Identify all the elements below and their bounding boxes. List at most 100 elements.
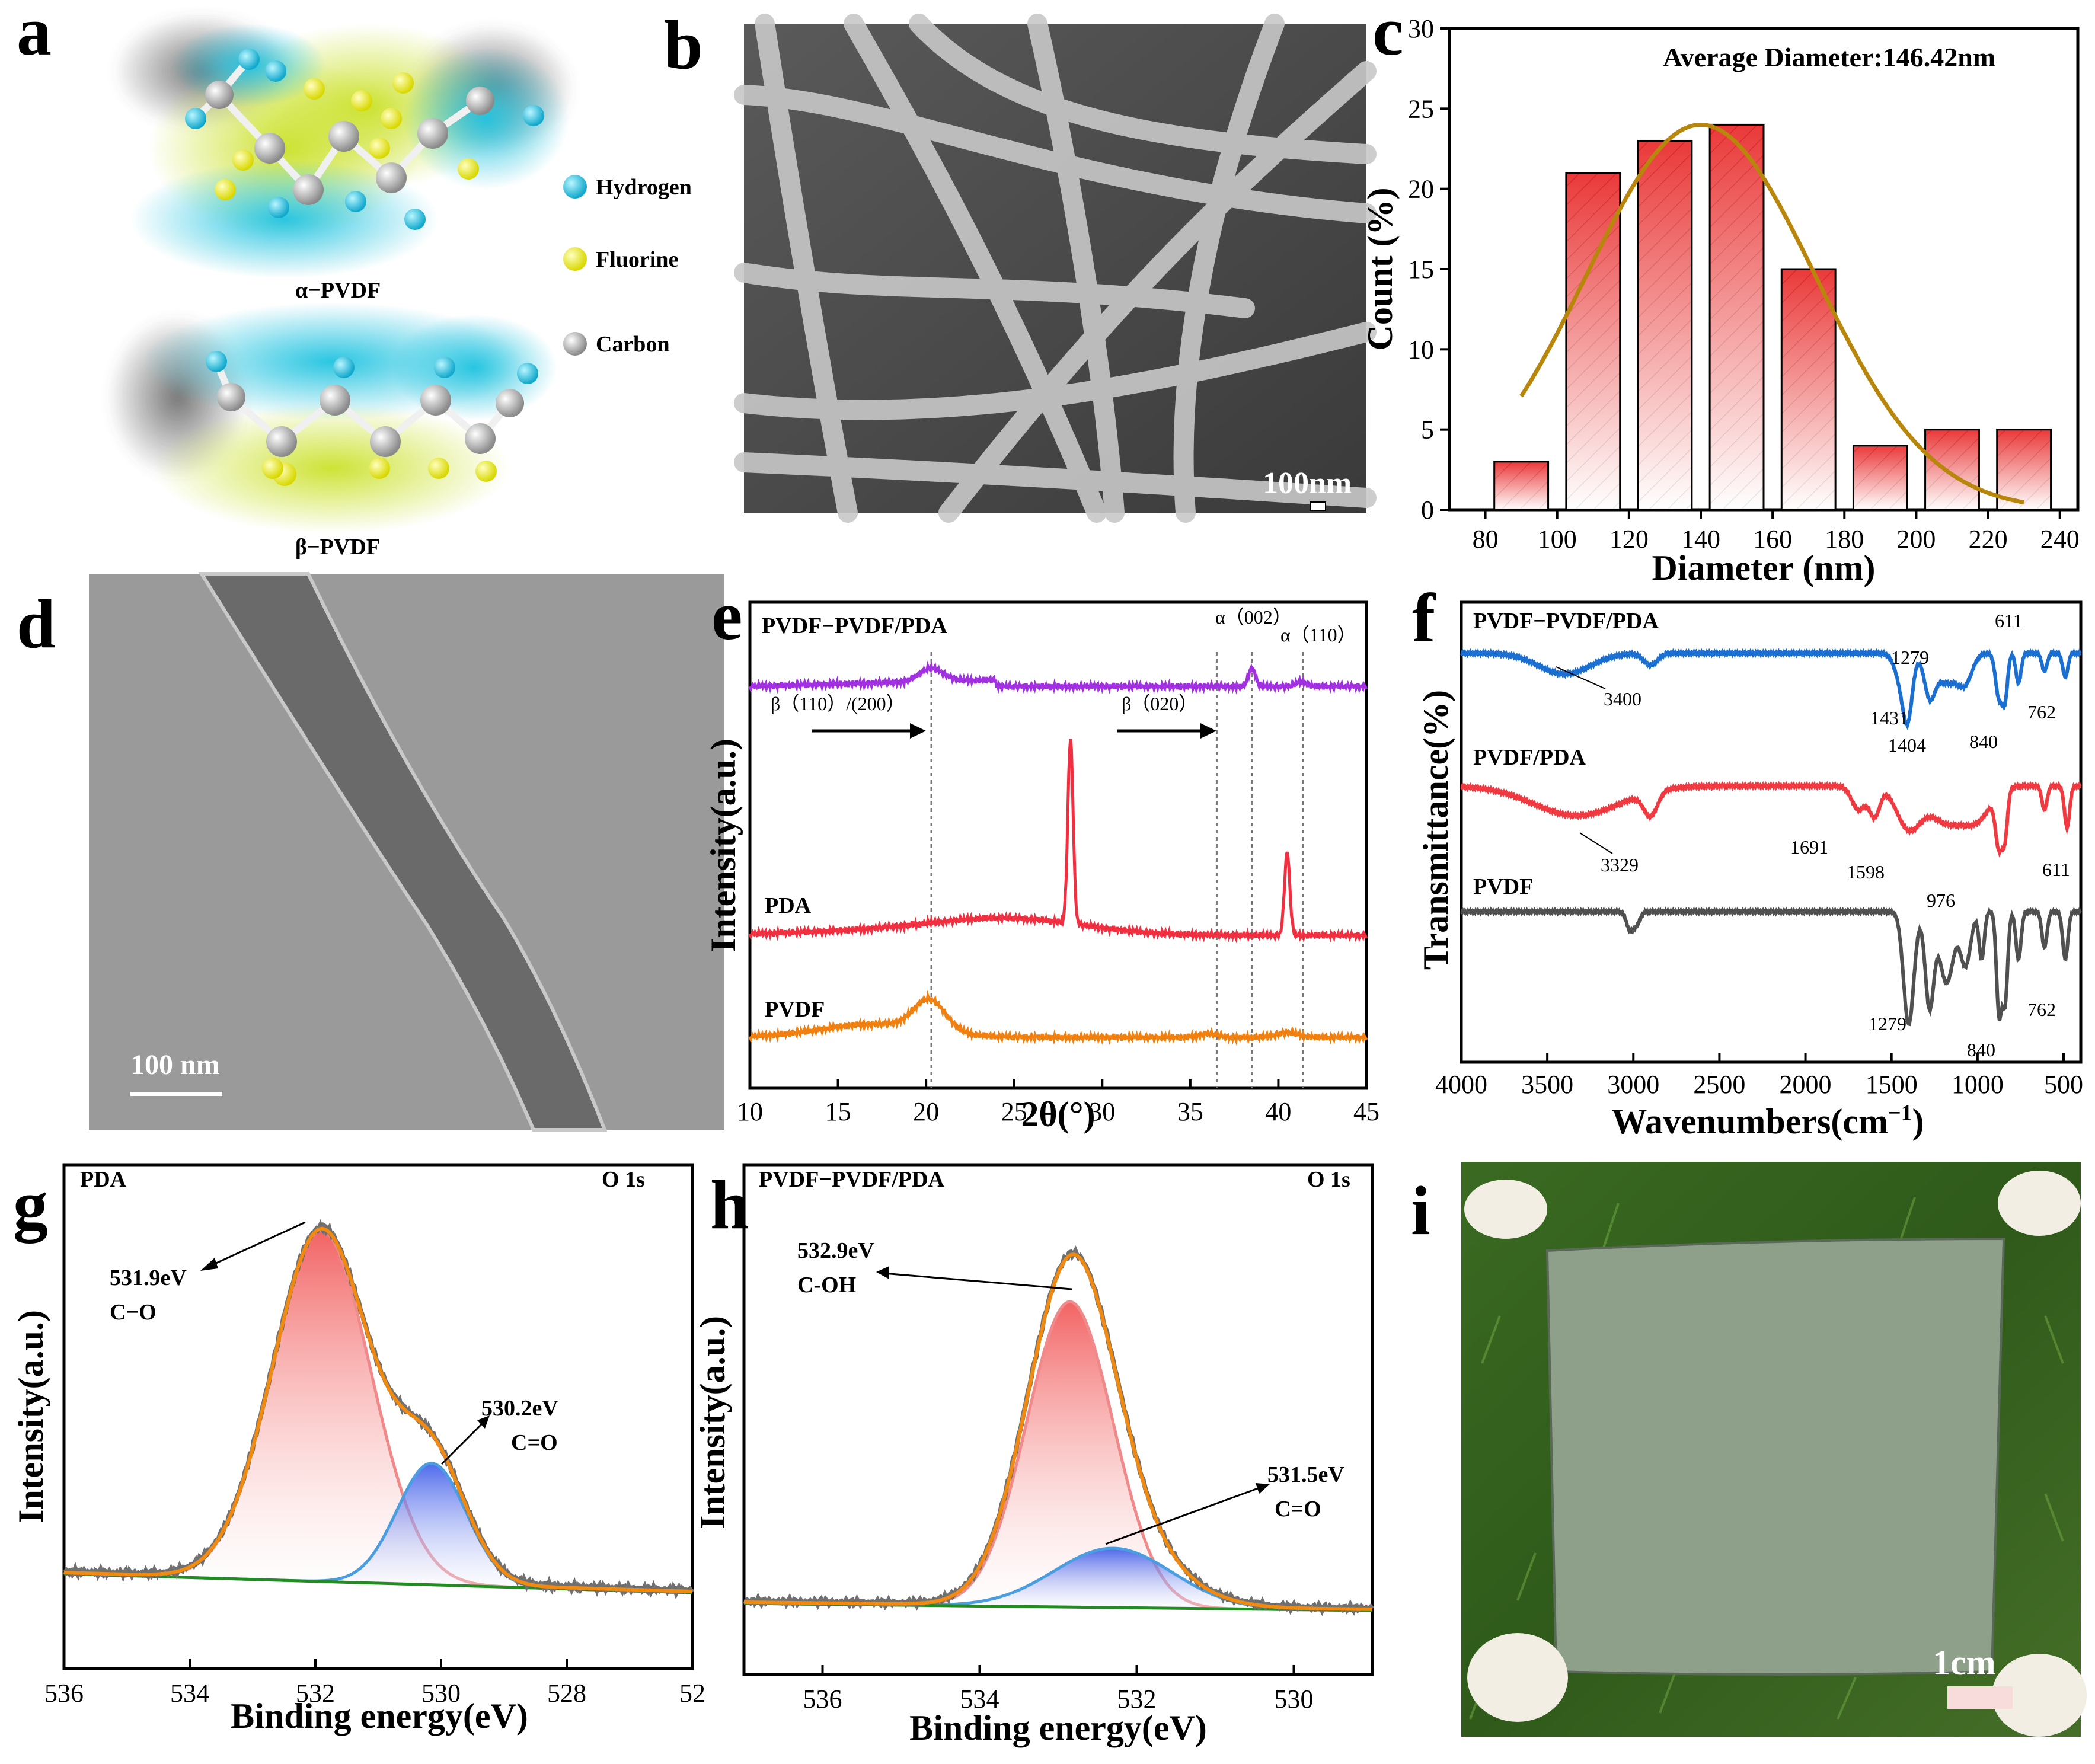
sem-scale-label: 100nm (1263, 466, 1352, 500)
chart-c-xtick-label: 80 (1473, 525, 1499, 554)
glove-top-right (1998, 1171, 2081, 1236)
panel-b: b 100nm (664, 6, 1377, 523)
chart-f-xtick-label: 3500 (1521, 1070, 1573, 1099)
chart-c-ytick-label: 15 (1408, 255, 1434, 284)
beta-110-200-label: β（110）/(200） (771, 693, 905, 714)
xps-xtick-label: 532 (1117, 1685, 1157, 1714)
chart-c-bar (1924, 429, 1980, 511)
xps-xtick-label: 534 (170, 1679, 209, 1708)
chart-c-xtick-label: 100 (1538, 525, 1577, 554)
beta-pvdf-molecule (107, 302, 557, 533)
panel-d-letter: d (17, 585, 56, 663)
h-peak2-bond: C=O (1275, 1497, 1321, 1522)
chart-f-xtick-label: 2500 (1693, 1070, 1745, 1099)
chart-f-series-line (1460, 906, 2082, 1027)
chart-c-xtick-label: 160 (1753, 525, 1792, 554)
fluorine-legend-label: Fluorine (596, 247, 678, 272)
chart-e-series-line (748, 660, 1368, 695)
chart-c-xtick-label: 120 (1609, 525, 1649, 554)
chart-c-xtick-label: 240 (2040, 525, 2080, 554)
chart-e-xtick-label: 10 (737, 1097, 763, 1126)
alpha-pvdf-label: α−PVDF (295, 278, 381, 303)
f-bot-976: 976 (1927, 890, 1955, 911)
tem-fiber (198, 572, 608, 1132)
panel-c: c Average Diameter:146.42nm 80 100 120 140 1… (1361, 0, 2080, 587)
chart-f-xtick-label: 4000 (1435, 1070, 1487, 1099)
chart-f-frame (1460, 600, 2083, 1064)
chart-f-ylabel: Transmittance(%) (1416, 690, 1455, 970)
membrane-sheet (1545, 1237, 2005, 1676)
panel-i: i 1cm (1411, 1162, 2087, 1737)
chart-f-xtick-label: 1000 (1952, 1070, 2004, 1099)
chart-e-xtick-label: 35 (1177, 1097, 1203, 1126)
beta-020-arrowhead (1200, 723, 1216, 739)
chart-e-series-line (748, 990, 1368, 1046)
chart-f-xtick-label: 3000 (1607, 1070, 1659, 1099)
glove-bottom-left (1467, 1633, 1568, 1722)
f-mid-3329: 3329 (1601, 854, 1639, 875)
chart-e-xlabel: 2θ(°) (1021, 1095, 1095, 1134)
alpha-110-label: α（110） (1280, 624, 1356, 645)
chart-c-gaussian-fit (1519, 122, 2024, 505)
f-top-3400: 3400 (1604, 688, 1641, 710)
chart-e-series-pvdf-label: PVDF (765, 997, 825, 1022)
chart-c-ytick-label: 20 (1408, 175, 1434, 204)
chart-f-xtick-label: 2000 (1780, 1070, 1832, 1099)
atom-legend: Hydrogen Fluorine Carbon (563, 175, 692, 357)
chart-g-ylabel: Intensity(a.u.) (11, 1310, 50, 1523)
chart-c-bar (1780, 268, 1837, 511)
f-top-1404: 1404 (1888, 734, 1926, 756)
chart-e-xtick-label: 15 (825, 1097, 851, 1126)
f-mid-1598: 1598 (1847, 861, 1885, 883)
panel-a-letter: a (17, 0, 52, 70)
glove-top-left (1464, 1180, 1547, 1239)
chart-f-xlabel: Wavenumbers(cm−1) (1611, 1101, 1924, 1141)
f-bot-762: 762 (2027, 999, 2056, 1020)
chart-g-corner: O 1s (602, 1167, 645, 1192)
chart-c-xtick-label: 220 (1969, 525, 2008, 554)
f-top-1279: 1279 (1891, 647, 1929, 668)
panel-h: h PVDF−PVDF/PDA O 1s 536 534 532 530 532.9e… (693, 1163, 1375, 1747)
xps-xtick-label: 536 (44, 1679, 84, 1708)
tem-scale-bar (130, 1092, 222, 1096)
chart-c-xtick-label: 140 (1681, 525, 1720, 554)
xps-xtick-label: 536 (803, 1685, 842, 1714)
tem-scale-label: 100 nm (130, 1049, 220, 1081)
chart-g-title: PDA (80, 1167, 127, 1192)
chart-c-bar (1637, 139, 1693, 511)
panel-e: e 10 15 20 25 30 35 40 45 PVDF−PVDF/PDA PDA PVD… (704, 577, 1379, 1134)
chart-c-bar (1493, 461, 1550, 511)
panel-f: f 4000 3500 3000 2500 2000 1500 1000 500 PVDF−P… (1412, 579, 2083, 1141)
g-peak1-bond: C−O (110, 1300, 157, 1325)
chart-e-ylabel: Intensity(a.u.) (704, 739, 743, 952)
xps-xtick-label: 528 (547, 1679, 586, 1708)
beta-pvdf-label: β−PVDF (295, 535, 380, 560)
g-peak2-bond: C=O (511, 1430, 558, 1455)
chart-e-xtick-label: 30 (1089, 1097, 1115, 1126)
chart-g-xlabel: Binding energy(eV) (231, 1696, 528, 1736)
xps-component-fill (64, 1231, 692, 1593)
xps-component-fill (64, 1463, 692, 1593)
xps-xtick-label: 534 (960, 1685, 999, 1714)
chart-h-frame (742, 1163, 1374, 1676)
chart-c-ytick-label: 5 (1421, 416, 1434, 445)
chart-c-ytick-label: 10 (1408, 335, 1434, 364)
hydrogen-legend-icon (563, 175, 587, 199)
beta-020-label: β（020） (1122, 693, 1197, 714)
chart-h-corner: O 1s (1307, 1167, 1350, 1192)
panel-e-letter: e (711, 577, 742, 654)
h-peak1-bond: C-OH (797, 1273, 856, 1298)
panel-g-letter: g (13, 1166, 48, 1244)
chart-f-xtick-label: 1500 (1866, 1070, 1918, 1099)
chart-e-xtick-label: 25 (1001, 1097, 1027, 1126)
carbon-legend-label: Carbon (596, 332, 670, 357)
panel-i-letter: i (1411, 1172, 1430, 1250)
beta-110-arrowhead (910, 723, 926, 739)
panel-d: d 100 nm (17, 572, 724, 1132)
fluorine-legend-icon (563, 247, 587, 271)
chart-g-frame (62, 1163, 694, 1670)
chart-c-ytick-label: 30 (1408, 14, 1434, 43)
photo-scale-label: 1cm (1933, 1643, 1996, 1682)
chart-e-series-pda-label: PDA (765, 893, 812, 918)
